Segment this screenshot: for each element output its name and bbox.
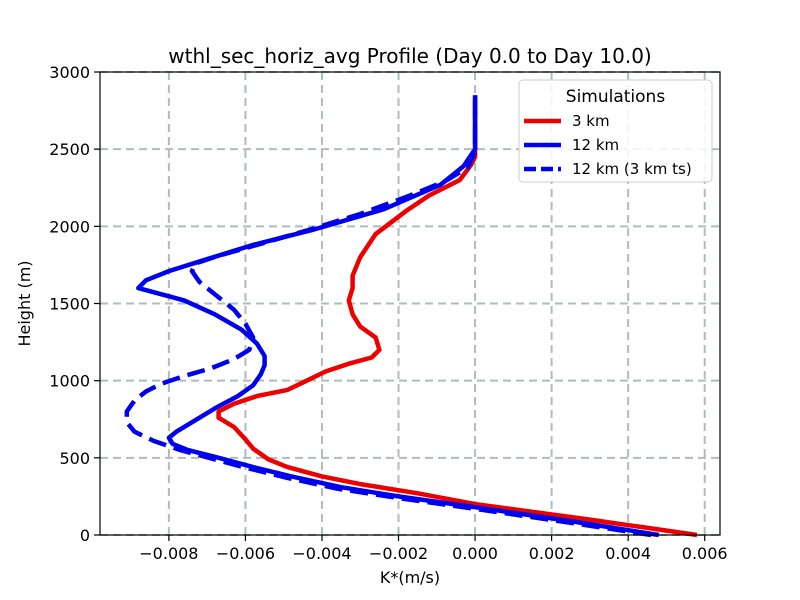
series-line-2 bbox=[136, 95, 660, 538]
chart-title: wthl_sec_horiz_avg Profile (Day 0.0 to D… bbox=[168, 44, 651, 68]
plot-lines bbox=[124, 95, 698, 538]
axis-ticks: −0.008 −0.006 −0.004 −0.002 0.000 0.002 0.004 0… bbox=[49, 63, 727, 563]
legend-entries: 3 km 12 km 12 km (3 km ts) bbox=[524, 112, 692, 178]
x-tick-label: −0.006 bbox=[216, 544, 275, 563]
x-tick-label: 0.000 bbox=[452, 544, 498, 563]
legend-label-2: 12 km bbox=[572, 136, 619, 154]
legend: Simulations 3 km 12 km 12 km (3 km ts) bbox=[518, 79, 713, 183]
legend-label-1: 3 km bbox=[572, 112, 610, 130]
y-tick-label: 1500 bbox=[49, 295, 90, 314]
x-tick-label: 0.006 bbox=[682, 544, 728, 563]
series-line-1 bbox=[216, 95, 698, 538]
y-axis-label: Height (m) bbox=[15, 260, 34, 346]
y-tick-label: 2000 bbox=[49, 217, 90, 236]
legend-box bbox=[518, 79, 713, 183]
x-tick-label: 0.002 bbox=[529, 544, 575, 563]
y-tick-label: 2500 bbox=[49, 140, 90, 159]
x-tick-label: 0.004 bbox=[605, 544, 651, 563]
y-tick-label: 500 bbox=[59, 449, 90, 468]
legend-title: Simulations bbox=[566, 87, 666, 107]
x-tick-label: −0.002 bbox=[369, 544, 428, 563]
x-tick-label: −0.004 bbox=[292, 544, 351, 563]
y-tick-label: 1000 bbox=[49, 372, 90, 391]
legend-label-3: 12 km (3 km ts) bbox=[572, 160, 692, 178]
x-axis-label: K*(m/s) bbox=[380, 568, 440, 587]
x-tick-label: −0.008 bbox=[139, 544, 198, 563]
y-tick-label: 0 bbox=[80, 526, 90, 545]
series-line-3 bbox=[124, 95, 652, 538]
y-tick-label: 3000 bbox=[49, 63, 90, 82]
